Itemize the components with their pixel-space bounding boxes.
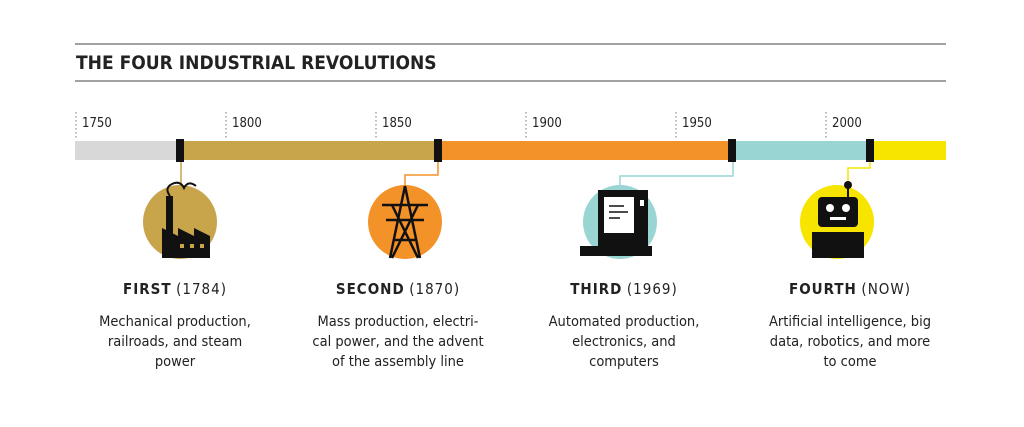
revolution-description: to come [823, 354, 876, 370]
robot-icon [800, 181, 874, 259]
year-label: 1900 [532, 116, 562, 131]
connector [847, 160, 871, 185]
year-label: 1950 [682, 116, 712, 131]
revolution-description: of the assembly line [332, 354, 464, 370]
revolution-date: (NOW) [861, 280, 911, 298]
era-marker [866, 139, 874, 162]
connector [619, 160, 734, 188]
revolution-date: (1870) [409, 280, 460, 298]
era-segment [732, 141, 870, 160]
era-marker [728, 139, 736, 162]
power-tower-icon [368, 185, 442, 259]
revolution-description: Mass production, electri- [318, 314, 479, 330]
revolution-description: railroads, and steam [108, 334, 242, 350]
era-marker [434, 139, 442, 162]
year-label: 1750 [82, 116, 112, 131]
revolution-heading: SECOND (1870) [336, 279, 460, 298]
revolution-description: power [155, 354, 196, 370]
revolution-heading: FIRST (1784) [123, 279, 227, 298]
computer-icon [580, 185, 657, 259]
revolution-heading: FOURTH (NOW) [789, 279, 911, 298]
revolution-heading: THIRD (1969) [570, 279, 678, 298]
revolution-description: cal power, and the advent [312, 334, 483, 350]
title: THE FOUR INDUSTRIAL REVOLUTIONS [76, 52, 437, 74]
year-label: 1850 [382, 116, 412, 131]
revolution-description: Automated production, [549, 314, 700, 330]
timeline-bar [75, 141, 946, 160]
revolution-name: FOURTH [789, 280, 857, 298]
era-segment [438, 141, 732, 160]
era-segment [75, 141, 180, 160]
year-label: 1800 [232, 116, 262, 131]
revolution-description: Artificial intelligence, big [769, 314, 931, 330]
revolution-name: THIRD [570, 280, 622, 298]
revolution-date: (1784) [176, 280, 227, 298]
revolution-name: SECOND [336, 280, 405, 298]
connector [404, 160, 439, 190]
revolution-description: electronics, and [572, 334, 676, 350]
revolution-name: FIRST [123, 280, 172, 298]
era-marker [176, 139, 184, 162]
revolution-description: Mechanical production, [99, 314, 251, 330]
era-segment [870, 141, 946, 160]
revolution-date: (1969) [627, 280, 678, 298]
revolution-description: computers [589, 354, 659, 370]
era-segment [180, 141, 438, 160]
revolution-description: data, robotics, and more [770, 334, 930, 350]
year-label: 2000 [832, 116, 862, 131]
factory-icon [143, 181, 217, 259]
